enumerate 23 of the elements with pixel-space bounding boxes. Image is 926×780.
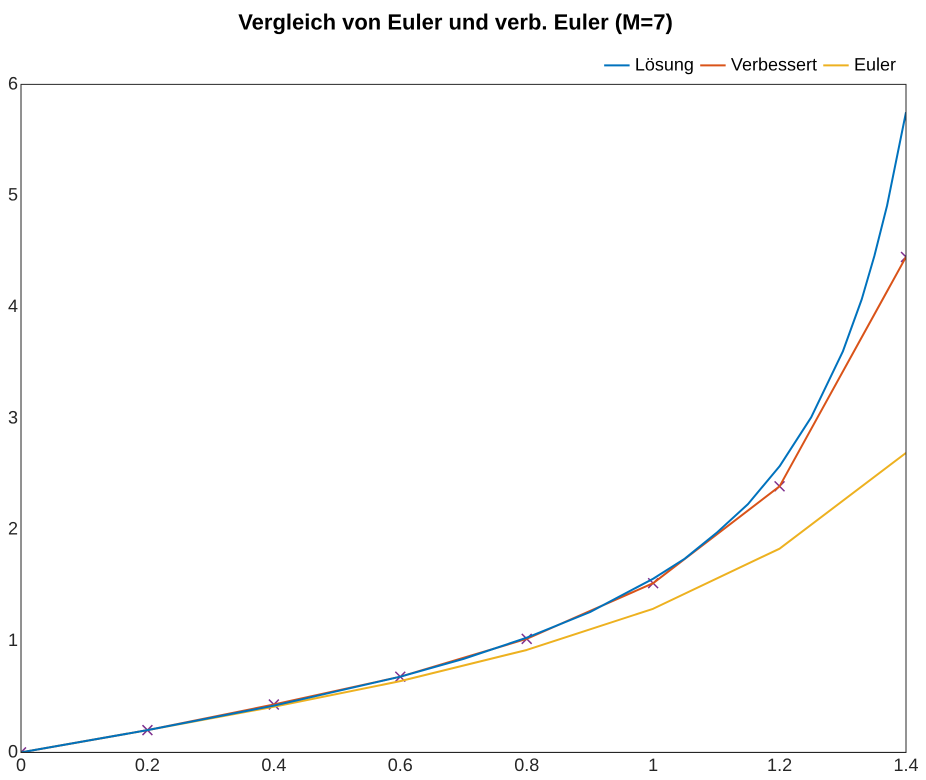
legend-label: Euler xyxy=(854,54,896,74)
x-tick-label: 0.6 xyxy=(388,755,413,776)
x-tick-label: 0.4 xyxy=(261,755,286,776)
x-tick-label: 0.8 xyxy=(514,755,540,776)
y-tick-label: 0 xyxy=(8,741,18,762)
legend-label: Lösung xyxy=(634,54,694,74)
x-tick-label: 1.2 xyxy=(767,755,792,776)
point xyxy=(142,724,154,736)
point xyxy=(774,480,786,492)
chart-title: Vergleich von Euler und verb. Euler (M=7) xyxy=(238,9,673,34)
x-tick-label: 1.4 xyxy=(893,755,919,776)
point xyxy=(647,577,659,589)
legend-label: Verbessert xyxy=(730,54,817,74)
y-tick-label: 4 xyxy=(8,296,18,316)
point xyxy=(521,633,532,645)
x-tick-label: 0.2 xyxy=(134,755,160,776)
x-tick-label: 1 xyxy=(648,755,658,776)
y-tick-label: 5 xyxy=(8,184,18,205)
y-tick-label: 2 xyxy=(8,518,18,539)
y-tick-label: 3 xyxy=(8,407,18,428)
point xyxy=(394,670,406,682)
y-tick-label: 1 xyxy=(8,630,18,650)
y-tick-label: 6 xyxy=(8,73,18,94)
